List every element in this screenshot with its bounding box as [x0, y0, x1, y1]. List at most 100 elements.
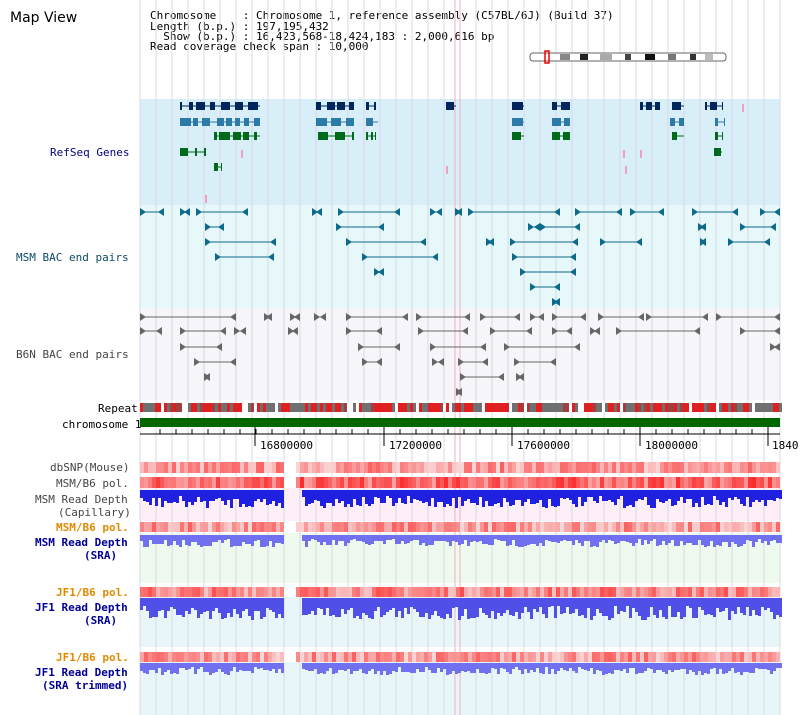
- depth-bar: [236, 598, 239, 614]
- track-label-refseq[interactable]: RefSeq Genes: [50, 146, 130, 159]
- heat-cell: [308, 587, 312, 597]
- gene-exon: [202, 118, 210, 126]
- track-label-msm-depth-sra[interactable]: MSM Read Depth: [35, 536, 128, 549]
- repeat-segment: [320, 403, 323, 412]
- depth-bar: [710, 490, 713, 505]
- depth-bar: [602, 490, 605, 501]
- depth-bar: [428, 535, 431, 545]
- heat-cell: [512, 462, 516, 473]
- depth-bar: [545, 490, 548, 508]
- bac-end-marker: [716, 313, 722, 321]
- track-label-b6n-bac[interactable]: B6N BAC end pairs: [16, 348, 129, 361]
- depth-bar: [491, 598, 494, 611]
- depth-bar: [659, 598, 662, 610]
- heat-cell: [300, 587, 304, 597]
- depth-bar: [515, 490, 518, 500]
- depth-bar: [218, 598, 221, 613]
- repeat-segment: [305, 403, 308, 412]
- heat-cell: [736, 522, 740, 532]
- repeat-segment: [464, 403, 467, 412]
- depth-bar: [221, 598, 224, 619]
- heat-cell: [532, 462, 536, 473]
- track-label-dbsnp[interactable]: dbSNP(Mouse): [50, 461, 130, 474]
- depth-bar: [671, 490, 674, 506]
- heat-cell: [644, 587, 648, 597]
- depth-bar: [428, 490, 431, 506]
- depth-bar: [770, 535, 773, 541]
- repeat-segment: [314, 403, 317, 412]
- heat-cell: [740, 652, 744, 662]
- track-label-jf1-b6-pol[interactable]: JF1/B6 pol.: [56, 586, 129, 599]
- heat-cell: [592, 522, 596, 532]
- heat-cell: [264, 462, 268, 473]
- heat-cell: [756, 477, 760, 488]
- depth-bar: [482, 663, 485, 673]
- heat-cell: [424, 587, 428, 597]
- track-label-msm-bac[interactable]: MSM BAC end pairs: [16, 251, 129, 264]
- depth-bar: [506, 663, 509, 672]
- depth-bar: [737, 535, 740, 547]
- depth-bar: [650, 535, 653, 541]
- track-label-jf1-depth-sra[interactable]: JF1 Read Depth: [35, 601, 128, 614]
- depth-bar: [623, 598, 626, 612]
- heat-cell: [364, 462, 368, 473]
- heat-cell: [764, 587, 768, 597]
- track-label-jf1-depth-trimmed[interactable]: JF1 Read Depth: [35, 666, 128, 679]
- heat-cell: [484, 477, 488, 488]
- heat-cell: [144, 462, 148, 473]
- track-label-msm-b6-pol[interactable]: MSM/B6 pol.: [56, 477, 129, 490]
- depth-bar: [152, 535, 155, 544]
- heat-cell: [500, 652, 504, 662]
- track-label-jf1-b6-pol-2[interactable]: JF1/B6 pol.: [56, 651, 129, 664]
- depth-bar: [470, 663, 473, 673]
- depth-bar: [686, 490, 689, 499]
- depth-bar: [377, 663, 380, 671]
- depth-bar: [191, 663, 194, 667]
- track-label-msm-depth-capillary[interactable]: MSM Read Depth: [35, 493, 128, 506]
- depth-bar: [395, 535, 398, 544]
- heat-cell: [440, 652, 444, 662]
- depth-bar: [458, 490, 461, 497]
- heat-cell: [692, 587, 696, 597]
- heat-cell: [272, 587, 276, 597]
- heat-cell: [660, 652, 664, 662]
- depth-bar: [596, 598, 599, 609]
- heat-cell: [592, 477, 596, 488]
- heat-cell: [316, 477, 320, 488]
- repeat-segment: [278, 403, 281, 412]
- repeat-segment: [680, 403, 683, 412]
- bac-end-marker: [196, 208, 202, 216]
- depth-bar: [725, 535, 728, 542]
- heat-cell: [188, 522, 192, 532]
- depth-bar: [449, 490, 452, 506]
- depth-bar: [608, 490, 611, 500]
- ideogram-band: [600, 54, 612, 60]
- depth-bar: [176, 598, 179, 615]
- heat-cell: [260, 522, 264, 532]
- depth-bar: [644, 663, 647, 671]
- depth-bar: [275, 535, 278, 543]
- depth-bar: [584, 663, 587, 670]
- heat-cell: [540, 462, 544, 473]
- depth-bar: [536, 598, 539, 612]
- gene-exon: [180, 148, 188, 156]
- heat-cell: [764, 462, 768, 473]
- depth-bar: [437, 490, 440, 502]
- track-label-msm-b6-pol-sra[interactable]: MSM/B6 pol.: [56, 521, 129, 534]
- heat-cell: [356, 587, 360, 597]
- heat-cell: [668, 477, 672, 488]
- heat-cell: [612, 462, 616, 473]
- depth-bar: [347, 598, 350, 610]
- repeat-segment: [659, 403, 662, 412]
- heat-cell: [152, 462, 156, 473]
- heat-cell: [276, 462, 280, 473]
- heat-cell: [548, 522, 552, 532]
- depth-bar: [314, 663, 317, 669]
- heat-cell: [688, 587, 692, 597]
- depth-bar: [392, 535, 395, 539]
- heat-cell: [488, 587, 492, 597]
- depth-bar: [548, 598, 551, 607]
- depth-bar: [536, 490, 539, 503]
- repeat-segment: [404, 403, 407, 412]
